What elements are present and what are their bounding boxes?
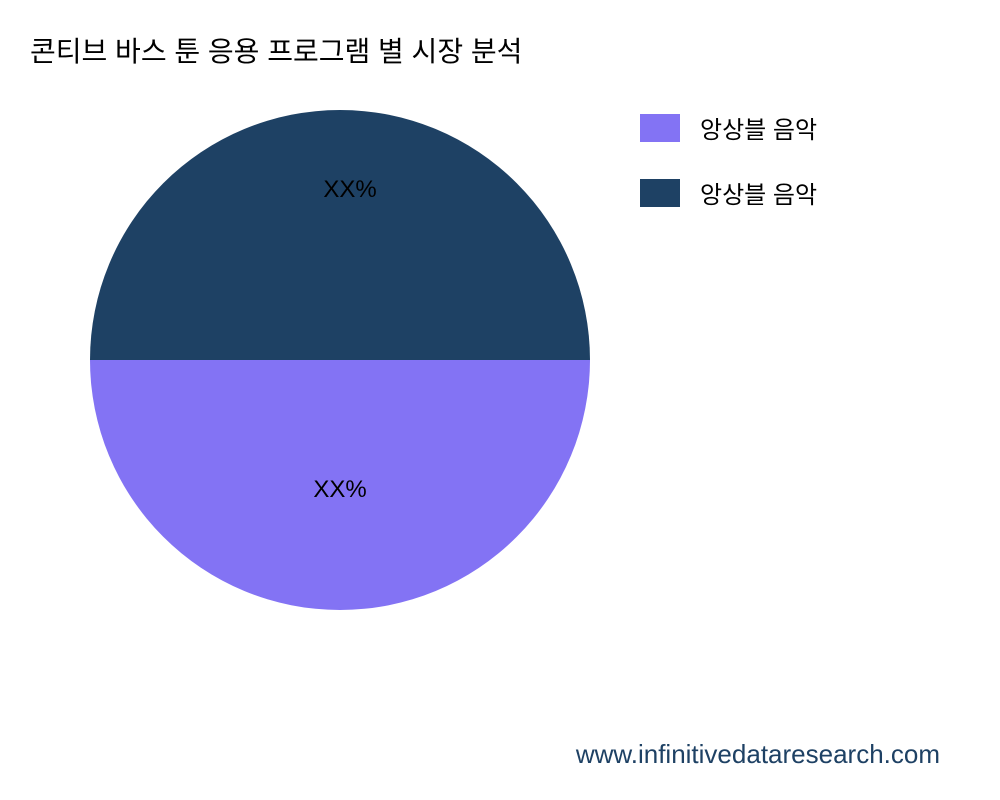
legend-label-1: 앙상블 음악 (700, 175, 817, 210)
legend-item-1: 앙상블 음악 (640, 175, 817, 210)
legend-swatch-0 (640, 114, 680, 142)
legend-label-0: 앙상블 음악 (700, 110, 817, 145)
pie-slice-1 (90, 110, 590, 360)
slice-label-1: XX% (323, 176, 376, 204)
legend: 앙상블 음악앙상블 음악 (640, 110, 817, 240)
pie-chart: XX% XX% (90, 110, 590, 610)
chart-title: 콘티브 바스 툰 응용 프로그램 별 시장 분석 (30, 30, 522, 70)
legend-swatch-1 (640, 179, 680, 207)
legend-item-0: 앙상블 음악 (640, 110, 817, 145)
slice-label-0: XX% (313, 476, 366, 504)
footer-link: www.infinitivedataresearch.com (576, 739, 940, 770)
